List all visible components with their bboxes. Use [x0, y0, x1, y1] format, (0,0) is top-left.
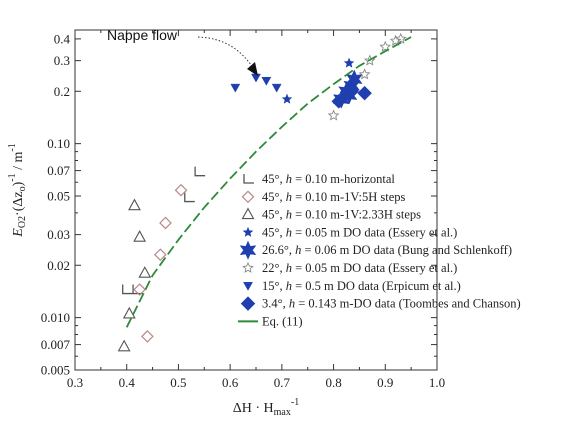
annotation-arrowhead	[247, 62, 258, 76]
legend-marker	[240, 296, 256, 311]
x-tick-label: 1.0	[429, 375, 445, 390]
data-point-series-5	[363, 54, 376, 66]
data-point-series-6	[251, 73, 261, 83]
data-point-series-2	[128, 198, 141, 211]
data-point-series-5	[327, 109, 340, 121]
data-point-series-0	[184, 192, 195, 203]
y-axis: 0.005 0.007 0.010 0.02 0.03 0.05 0.07 0.10 0.2 0.…	[7, 31, 437, 378]
y-tick-label: 0.007	[41, 337, 71, 352]
legend-marker	[241, 190, 255, 204]
data-point-series-7	[357, 85, 372, 101]
x-axis: 0.3 0.4 0.5 0.6 0.7 0.8 0.9 1.0 ΔH · Hmax-1	[67, 30, 445, 418]
legend-marker	[243, 174, 254, 184]
x-tick-label: 0.3	[67, 375, 83, 390]
x-tick-label: 0.5	[170, 375, 186, 390]
legend-entry: 3.4°, h = 0.143 m-DO data (Toombes and C…	[262, 297, 521, 311]
legend-marker	[242, 226, 254, 237]
data-point-series-2	[122, 306, 136, 319]
y-tick-label: 0.010	[41, 310, 70, 325]
legend-entry: 45°, h = 0.05 m DO data (Essery et al.)	[262, 225, 457, 239]
data-point-series-5	[358, 68, 371, 80]
data-point-series-3	[343, 57, 355, 68]
legend-entry: 45°, h = 0.10 m-horizontal	[262, 172, 395, 186]
y-tick-label: 0.3	[54, 53, 70, 68]
data-point-series-2	[138, 266, 152, 278]
x-axis-title: ΔH · Hmax-1	[233, 397, 299, 418]
x-tick-label: 0.6	[222, 375, 239, 390]
data-point-series-2	[133, 230, 147, 242]
x-tick-label: 0.7	[274, 375, 291, 390]
data-point-series-2	[117, 339, 131, 352]
data-marks	[117, 32, 412, 352]
y-tick-label: 0.10	[47, 136, 70, 151]
x-tick-label: 0.9	[377, 375, 393, 390]
y-tick-label: 0.05	[47, 189, 70, 204]
data-point-series-1	[133, 283, 146, 296]
data-point-series-0	[132, 284, 144, 295]
annotation-leader	[197, 36, 253, 67]
y-tick-label: 0.02	[47, 258, 70, 273]
data-point-series-5	[379, 40, 392, 52]
legend-marker	[239, 240, 257, 260]
data-point-series-7	[344, 83, 360, 99]
y-tick-label: 0.005	[41, 363, 70, 378]
data-point-series-1	[159, 216, 172, 230]
x-tick-label: 0.8	[325, 375, 341, 390]
legend-marker	[243, 282, 253, 291]
legend-marker	[242, 261, 254, 273]
data-point-series-1	[153, 248, 167, 262]
legend-entry: 45°, h = 0.10 m-1V:5H steps	[262, 190, 406, 204]
data-point-series-7	[331, 94, 347, 109]
data-point-series-0	[122, 284, 133, 295]
data-point-series-6	[261, 76, 272, 86]
y-tick-label: 0.03	[47, 227, 70, 242]
legend-entry: 22°, h = 0.05 m DO data (Essery et al.)	[262, 261, 457, 275]
y-tick-label: 0.07	[47, 163, 70, 178]
data-point-series-6	[230, 83, 241, 93]
legend-entry: 26.6°, h = 0.06 m DO data (Bung and Schl…	[262, 243, 512, 257]
data-point-series-1	[141, 330, 154, 343]
data-point-series-5	[389, 34, 402, 46]
legend: 45°, h = 0.10 m-horizontal 45°, h = 0.10 …	[238, 172, 521, 328]
data-point-series-0	[194, 166, 206, 177]
legend-entry: 45°, h = 0.10 m-1V:2.33H steps	[262, 208, 421, 222]
legend-entry: 15°, h = 0.5 m DO data (Erpicum et al.)	[262, 279, 461, 293]
legend-entry: Eq. (11)	[262, 314, 303, 328]
data-point-series-3	[281, 93, 293, 104]
y-tick-label: 0.4	[54, 31, 71, 46]
y-axis-title: EO2·(Δzo)-1 / m-1	[7, 143, 28, 237]
data-point-series-1	[174, 183, 188, 197]
annotation: Nappe flow	[107, 27, 258, 76]
data-point-series-6	[271, 83, 282, 93]
eq11-curve	[125, 36, 412, 328]
data-point-series-5	[394, 32, 407, 44]
x-tick-label: 0.4	[119, 375, 136, 390]
y-tick-label: 0.2	[54, 84, 70, 99]
annotation-text: Nappe flow	[107, 27, 178, 43]
legend-marker	[241, 207, 255, 220]
